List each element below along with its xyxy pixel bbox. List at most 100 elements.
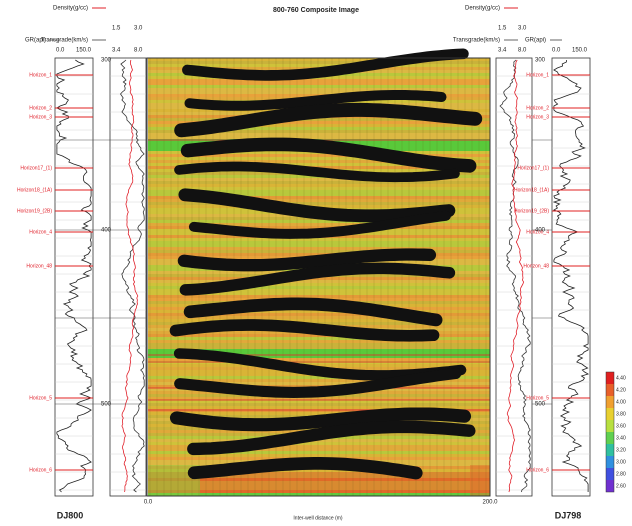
- depth-tick: 300: [101, 58, 112, 64]
- colorbar-tick: 3.80: [616, 411, 626, 417]
- log-curve: [506, 59, 525, 493]
- track: [109, 57, 147, 497]
- strip: [148, 253, 490, 256]
- strip: [148, 280, 490, 283]
- colorbar-cell: [606, 408, 614, 420]
- colorbar-cell: [606, 456, 614, 468]
- colorbar-tick: 3.00: [616, 459, 626, 465]
- colorbar-cell: [606, 468, 614, 480]
- log-curve: [119, 59, 145, 493]
- transit-max: 8.0: [518, 48, 527, 54]
- log-curve: [121, 59, 139, 493]
- gr-header: GR(api): [525, 38, 546, 44]
- strip: [148, 406, 490, 409]
- reflector: [178, 188, 456, 223]
- title: 800-760 Composite Image: [273, 7, 359, 14]
- strip: [148, 334, 490, 337]
- horizon-label: Horizon19_(2B): [514, 208, 549, 214]
- zone: [470, 465, 490, 496]
- strip: [148, 451, 490, 454]
- colorbar-tick: 4.40: [616, 375, 626, 381]
- strip: [148, 286, 490, 289]
- strip: [148, 319, 490, 322]
- colorbar-cell: [606, 444, 614, 456]
- log-curve: [56, 59, 93, 493]
- density-min: 1.5: [498, 26, 507, 32]
- density-max: 3.0: [518, 26, 527, 32]
- reflector: [187, 420, 476, 456]
- strip: [148, 121, 490, 124]
- colorbar-tick: 3.20: [616, 447, 626, 453]
- horizon-label: Horizon_48: [523, 263, 549, 269]
- strip: [148, 295, 490, 298]
- strip: [148, 223, 490, 226]
- transit-min: 3.4: [112, 48, 121, 54]
- horizon-label: Horizon_5: [526, 395, 549, 401]
- strip: [148, 316, 490, 319]
- strip: [148, 475, 490, 478]
- track: [551, 57, 591, 497]
- strip: [148, 355, 490, 358]
- log-curve: [499, 59, 531, 493]
- x-start: 0.0: [144, 500, 153, 506]
- strip: [148, 277, 490, 280]
- strip: [148, 193, 490, 196]
- strip: [148, 124, 490, 127]
- horizon-label: Horizon_3: [29, 114, 52, 120]
- density-min: 1.5: [112, 26, 121, 32]
- strip: [148, 349, 490, 352]
- density-max: 3.0: [134, 26, 143, 32]
- horizon-label: Horizon_1: [526, 72, 549, 78]
- reflector: [169, 319, 440, 342]
- strip: [148, 85, 490, 88]
- strip: [148, 58, 490, 61]
- strip: [148, 376, 490, 379]
- strip: [148, 91, 490, 94]
- reflector: [174, 102, 483, 138]
- horizon-label: Horizon17_(1): [20, 165, 52, 171]
- depth-tick: 500: [535, 402, 546, 408]
- density-header: Density(g/cc): [53, 6, 88, 12]
- strip: [148, 130, 490, 133]
- strip: [148, 118, 490, 121]
- strip: [148, 346, 490, 349]
- log-curve: [552, 60, 590, 492]
- strip: [148, 88, 490, 91]
- strip: [148, 184, 490, 187]
- strip: [148, 190, 490, 193]
- horizon-label: Horizon_5: [29, 395, 52, 401]
- strip: [148, 187, 490, 190]
- colorbar-cell: [606, 396, 614, 408]
- strip: [148, 226, 490, 229]
- strip: [148, 163, 490, 166]
- strip: [148, 403, 490, 406]
- gr-min: 0.0: [552, 48, 561, 54]
- strip: [148, 79, 490, 82]
- strip: [148, 250, 490, 253]
- strip: [148, 484, 490, 487]
- strip: [148, 241, 490, 244]
- horizon-label: Horizon17_(1): [517, 165, 549, 171]
- strip: [148, 337, 490, 340]
- section-frame: [146, 57, 491, 497]
- strip: [148, 178, 490, 181]
- reflector: [169, 407, 472, 432]
- strip: [148, 490, 490, 493]
- strip: [148, 352, 490, 355]
- horizon-label: Horizon_6: [29, 467, 52, 473]
- strip: [148, 64, 490, 67]
- reflector: [188, 210, 451, 239]
- x-label: Inter-well distance (m): [293, 515, 343, 521]
- strip: [148, 364, 490, 367]
- strip: [148, 472, 490, 475]
- strip: [148, 445, 490, 448]
- strip: [148, 133, 490, 136]
- gr-max: 150.0: [76, 48, 92, 54]
- strip: [148, 205, 490, 208]
- strip: [148, 340, 490, 343]
- section-image: [148, 48, 490, 496]
- strip: [148, 487, 490, 490]
- strip: [148, 292, 490, 295]
- strip: [148, 127, 490, 130]
